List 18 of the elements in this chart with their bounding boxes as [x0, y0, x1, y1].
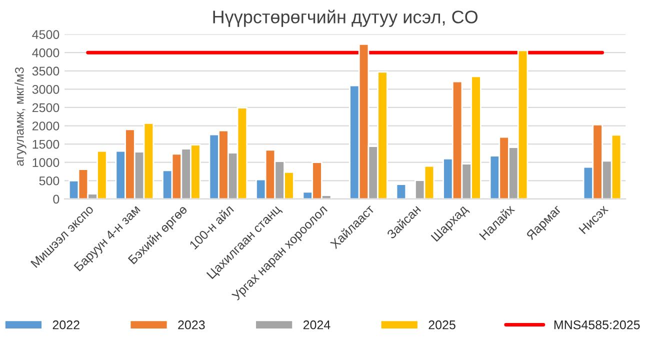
y-axis-title: агууламж, мкг/м3	[14, 67, 26, 166]
y-tick-label: 2500	[32, 103, 60, 112]
legend-label: 2025	[428, 320, 456, 330]
legend-label: 2023	[178, 320, 205, 330]
legend-label: 2024	[303, 320, 330, 330]
legend-label: MNS4585:2025	[554, 320, 640, 330]
y-tick-label: 500	[39, 176, 60, 186]
chart-title: Нүүрстөрөгчийн дутуу исэл, CO	[213, 10, 478, 27]
y-tick-label: 2000	[32, 122, 60, 130]
y-tick-label: 3500	[32, 66, 60, 76]
legend-label: 2022	[52, 320, 80, 330]
y-tick-label: 1500	[32, 140, 60, 149]
y-tick-label: 0	[53, 194, 60, 204]
y-tick-label: 4000	[32, 48, 60, 58]
bar	[396, 184, 407, 199]
y-tick-label: 1000	[32, 158, 60, 168]
y-tick-label: 3000	[32, 84, 60, 94]
y-tick-label: 4500	[32, 30, 60, 39]
